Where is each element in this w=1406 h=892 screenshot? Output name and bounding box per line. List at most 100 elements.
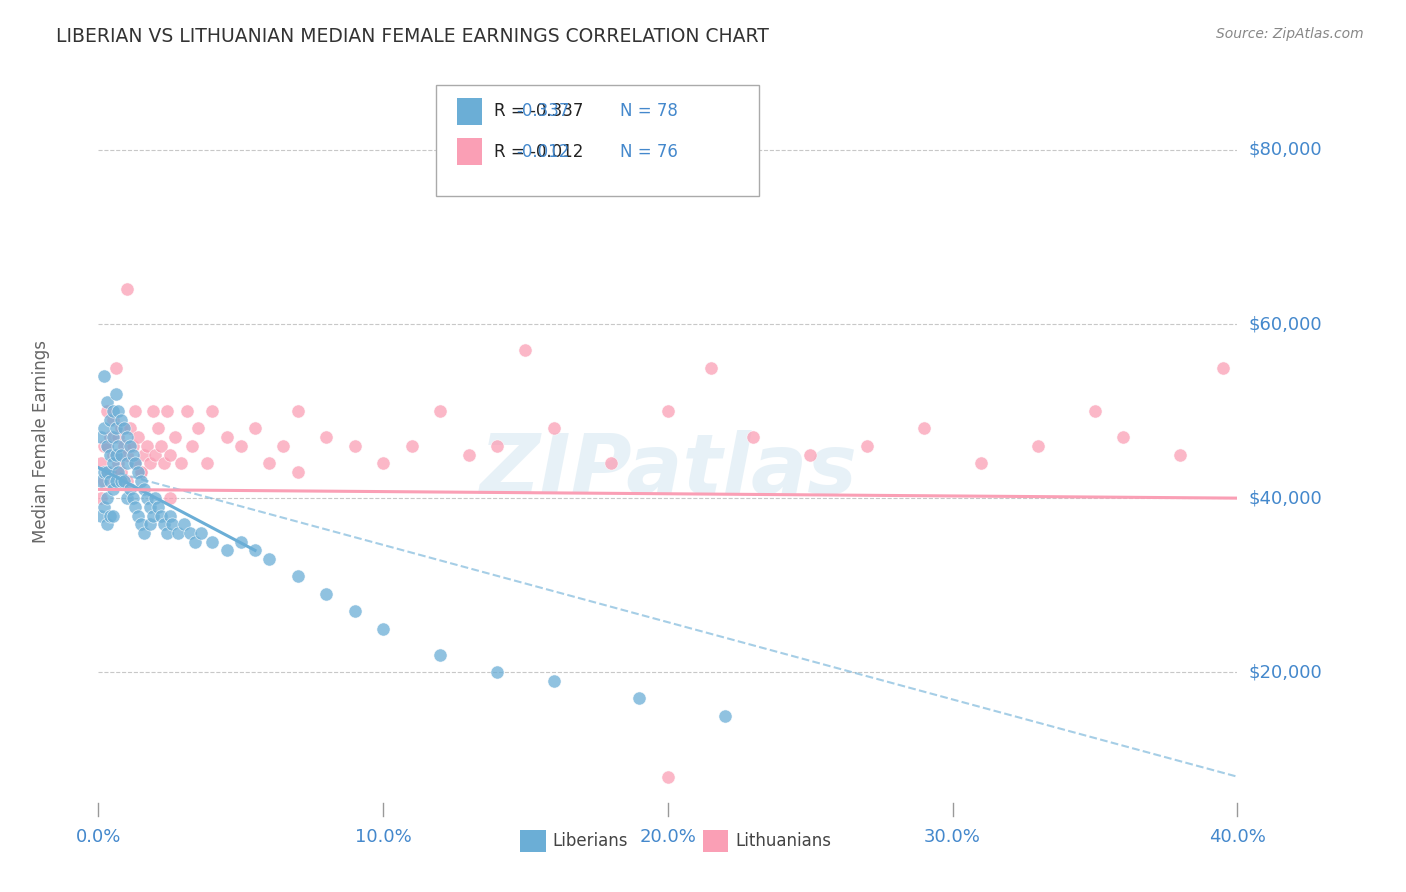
Point [699, 360, 721, 375]
Point [115, 430, 138, 444]
Point [156, 404, 179, 418]
Point [127, 430, 149, 444]
Point [118, 483, 141, 497]
Text: $80,000: $80,000 [1249, 141, 1322, 159]
Point [401, 439, 423, 453]
Point [115, 448, 138, 462]
Point [315, 587, 337, 601]
Point [543, 673, 565, 688]
Point [98, 430, 121, 444]
Point [93, 500, 115, 514]
Text: N = 78: N = 78 [620, 103, 678, 120]
Point [110, 421, 132, 435]
Point [156, 525, 179, 540]
Point [104, 421, 127, 435]
Point [110, 413, 132, 427]
Point [124, 404, 146, 418]
Point [215, 543, 238, 558]
Point [107, 465, 129, 479]
Point [90, 491, 112, 505]
Point [138, 500, 160, 514]
Text: Lithuanians: Lithuanians [735, 832, 831, 850]
Text: Source: ZipAtlas.com: Source: ZipAtlas.com [1216, 27, 1364, 41]
Point [107, 430, 129, 444]
Point [429, 648, 451, 662]
Point [343, 604, 366, 618]
Point [104, 474, 127, 488]
Point [93, 439, 115, 453]
Point [141, 508, 163, 523]
Point [124, 456, 146, 470]
Point [104, 360, 127, 375]
Point [107, 456, 129, 470]
Point [90, 474, 112, 488]
Point [127, 508, 149, 523]
Point [98, 465, 121, 479]
Point [215, 430, 238, 444]
Point [486, 439, 509, 453]
Point [184, 534, 207, 549]
Point [93, 465, 115, 479]
Text: 30.0%: 30.0% [924, 828, 981, 846]
Point [150, 439, 173, 453]
Point [101, 508, 124, 523]
Point [121, 439, 143, 453]
Point [970, 456, 993, 470]
Point [657, 404, 679, 418]
Point [515, 343, 537, 358]
Point [742, 430, 765, 444]
Point [373, 456, 395, 470]
Point [107, 404, 129, 418]
Text: Median Female Earnings: Median Female Earnings [32, 340, 51, 543]
Point [132, 525, 155, 540]
Point [373, 622, 395, 636]
Point [96, 439, 118, 453]
Point [912, 421, 935, 435]
Text: ZIPatlas: ZIPatlas [479, 430, 856, 511]
Point [112, 421, 135, 435]
Point [90, 508, 112, 523]
Point [195, 456, 218, 470]
Point [1112, 430, 1135, 444]
Point [110, 448, 132, 462]
Point [259, 456, 281, 470]
Point [115, 456, 138, 470]
Point [287, 465, 309, 479]
Point [799, 448, 821, 462]
Text: $40,000: $40,000 [1249, 489, 1322, 508]
Point [124, 456, 146, 470]
Text: $20,000: $20,000 [1249, 664, 1322, 681]
Point [138, 517, 160, 532]
Point [132, 448, 155, 462]
Text: Liberians: Liberians [553, 832, 628, 850]
Point [429, 404, 451, 418]
Point [96, 439, 118, 453]
Point [201, 534, 224, 549]
Point [90, 456, 112, 470]
Point [124, 500, 146, 514]
Point [93, 369, 115, 384]
Point [121, 448, 143, 462]
Point [135, 491, 157, 505]
Point [179, 525, 201, 540]
Point [243, 543, 266, 558]
Point [162, 517, 184, 532]
Point [148, 421, 170, 435]
Point [600, 456, 623, 470]
Point [104, 448, 127, 462]
Point [101, 430, 124, 444]
Point [129, 474, 152, 488]
Point [93, 474, 115, 488]
Point [145, 491, 167, 505]
Point [110, 474, 132, 488]
Text: LIBERIAN VS LITHUANIAN MEDIAN FEMALE EARNINGS CORRELATION CHART: LIBERIAN VS LITHUANIAN MEDIAN FEMALE EAR… [56, 27, 769, 45]
Point [150, 508, 173, 523]
Point [101, 413, 124, 427]
Point [1084, 404, 1107, 418]
Point [243, 421, 266, 435]
Point [486, 665, 509, 680]
Point [167, 525, 190, 540]
Point [229, 439, 252, 453]
Point [90, 430, 112, 444]
Point [287, 569, 309, 583]
